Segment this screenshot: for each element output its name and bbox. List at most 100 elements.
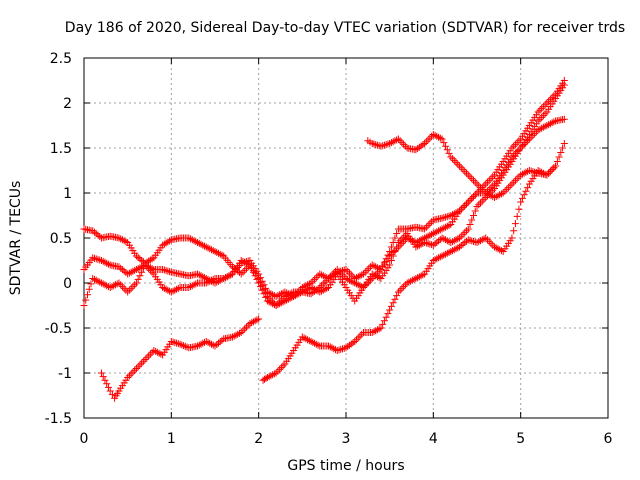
data-point — [396, 237, 404, 245]
data-point — [403, 279, 411, 287]
data-point — [529, 131, 537, 139]
data-point — [515, 137, 523, 145]
data-point — [476, 184, 484, 192]
data-point — [181, 342, 189, 350]
data-point — [438, 214, 446, 222]
data-point — [337, 269, 345, 277]
data-point — [169, 338, 177, 346]
data-point — [440, 214, 448, 222]
data-point — [208, 276, 216, 284]
data-point — [473, 239, 481, 246]
data-point — [127, 284, 135, 292]
chart-title: Day 186 of 2020, Sidereal Day-to-day VTE… — [65, 20, 625, 36]
data-point — [312, 286, 320, 294]
data-point — [490, 194, 498, 201]
data-point — [428, 230, 436, 238]
data-point — [176, 340, 184, 348]
data-point — [174, 284, 182, 292]
x-tick-label: 1 — [167, 431, 176, 447]
data-point — [145, 265, 153, 273]
data-point — [352, 274, 360, 282]
data-point — [228, 263, 236, 271]
data-point — [450, 157, 458, 165]
data-point — [522, 168, 530, 176]
data-point — [267, 290, 275, 298]
data-point — [117, 264, 125, 272]
data-point — [96, 256, 104, 264]
data-point — [447, 248, 455, 255]
y-tick-label: 0 — [63, 276, 72, 292]
data-point — [188, 236, 196, 244]
data-point — [286, 294, 294, 302]
data-point — [258, 286, 266, 294]
data-point — [443, 146, 451, 154]
data-point — [377, 324, 385, 332]
data-point — [415, 273, 423, 281]
data-point — [426, 220, 434, 228]
data-point — [536, 115, 544, 123]
data-point — [248, 319, 256, 327]
x-tick-label: 4 — [429, 431, 438, 447]
data-point — [281, 288, 289, 296]
data-point — [255, 315, 263, 323]
data-point — [431, 131, 439, 139]
data-point — [464, 171, 472, 179]
data-point — [429, 257, 437, 264]
data-point — [394, 288, 402, 296]
data-point — [358, 330, 366, 338]
data-point — [281, 297, 289, 305]
data-point — [262, 374, 270, 382]
data-point — [365, 265, 373, 273]
data-point — [456, 243, 464, 251]
data-point — [517, 198, 525, 206]
series-1 — [80, 115, 568, 309]
data-point — [536, 106, 544, 114]
data-point — [543, 171, 551, 179]
data-point — [249, 318, 257, 326]
data-point — [354, 281, 362, 289]
data-point — [548, 166, 556, 174]
data-point — [375, 325, 383, 333]
y-tick-label: -1.5 — [45, 411, 72, 427]
data-point — [468, 194, 476, 202]
data-point — [97, 257, 105, 264]
data-point — [401, 231, 409, 239]
data-point — [559, 144, 567, 152]
data-point — [379, 320, 387, 328]
data-point — [272, 302, 280, 309]
data-point — [97, 279, 105, 287]
data-point — [173, 339, 181, 347]
data-point — [421, 140, 429, 147]
data-point — [422, 138, 430, 146]
data-point — [171, 286, 179, 294]
data-point — [560, 81, 568, 89]
data-point — [373, 141, 381, 149]
data-point — [534, 126, 542, 134]
data-point — [550, 118, 558, 126]
data-point — [419, 271, 427, 279]
data-point — [419, 141, 427, 149]
data-point — [311, 275, 319, 283]
data-point — [449, 211, 457, 219]
data-point — [475, 201, 483, 209]
data-point — [276, 300, 284, 308]
data-point — [127, 268, 135, 276]
data-point — [468, 216, 476, 224]
data-point — [143, 354, 151, 362]
data-point — [373, 273, 381, 281]
data-point — [501, 187, 509, 195]
data-point — [345, 269, 353, 277]
data-point — [372, 141, 380, 149]
data-point — [546, 167, 554, 175]
data-point — [443, 237, 451, 245]
data-point — [408, 276, 416, 284]
data-point — [256, 274, 264, 282]
data-point — [160, 266, 168, 274]
data-point — [283, 296, 291, 304]
data-point — [436, 253, 444, 261]
series-3 — [80, 81, 568, 309]
data-point — [387, 302, 395, 310]
data-point — [309, 338, 317, 346]
data-point — [457, 242, 465, 250]
data-point — [518, 170, 526, 178]
